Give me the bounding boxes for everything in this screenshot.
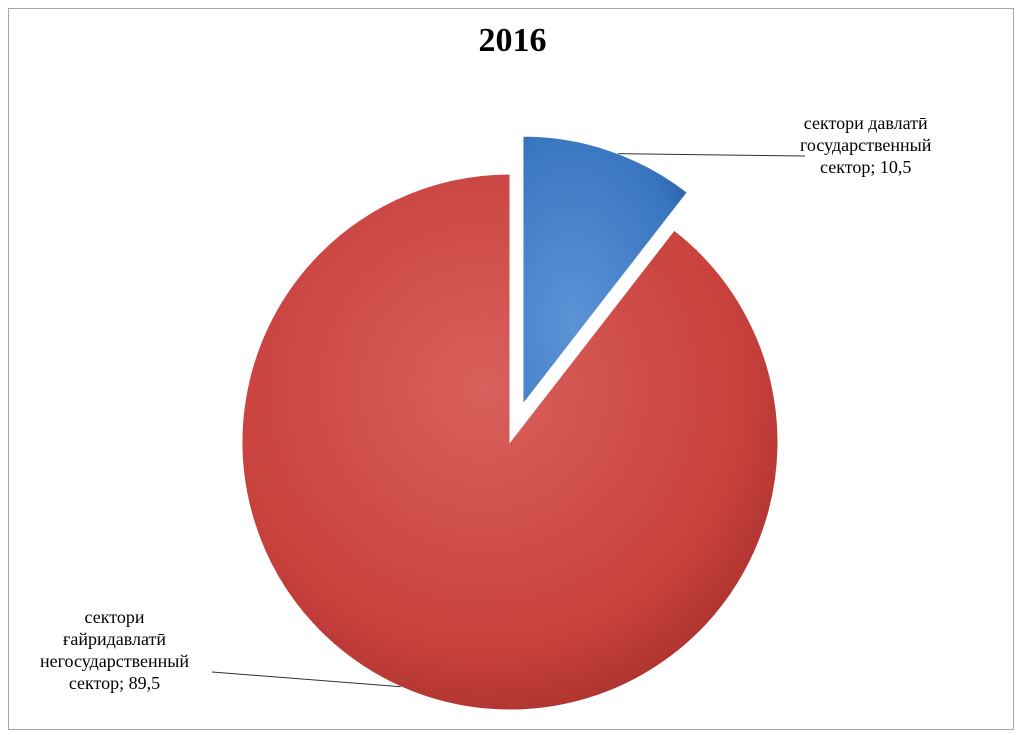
pie-slice-state-sector	[522, 135, 688, 406]
slice-label-line: ғайридавлатӣ	[62, 629, 167, 649]
slice-label-state-sector: сектори давлатӣ государственный сектор; …	[800, 112, 931, 178]
slice-label-line: государственный	[800, 135, 932, 155]
pie-slice-non-state-sector	[241, 173, 779, 711]
slice-label-line: сектор; 89,5	[68, 673, 161, 693]
slice-label-line: негосударственный	[40, 651, 190, 671]
leader-line-state-sector	[618, 153, 806, 157]
leader-line-non-state-sector	[211, 671, 401, 688]
slice-label-non-state-sector: сектори ғайридавлатӣ негосударственный с…	[40, 606, 189, 694]
slice-label-line: сектор; 10,5	[820, 157, 912, 177]
slice-label-line: сектори	[84, 607, 145, 627]
chart-title: 2016	[478, 22, 547, 59]
slice-label-line: сектори давлатӣ	[803, 113, 928, 133]
